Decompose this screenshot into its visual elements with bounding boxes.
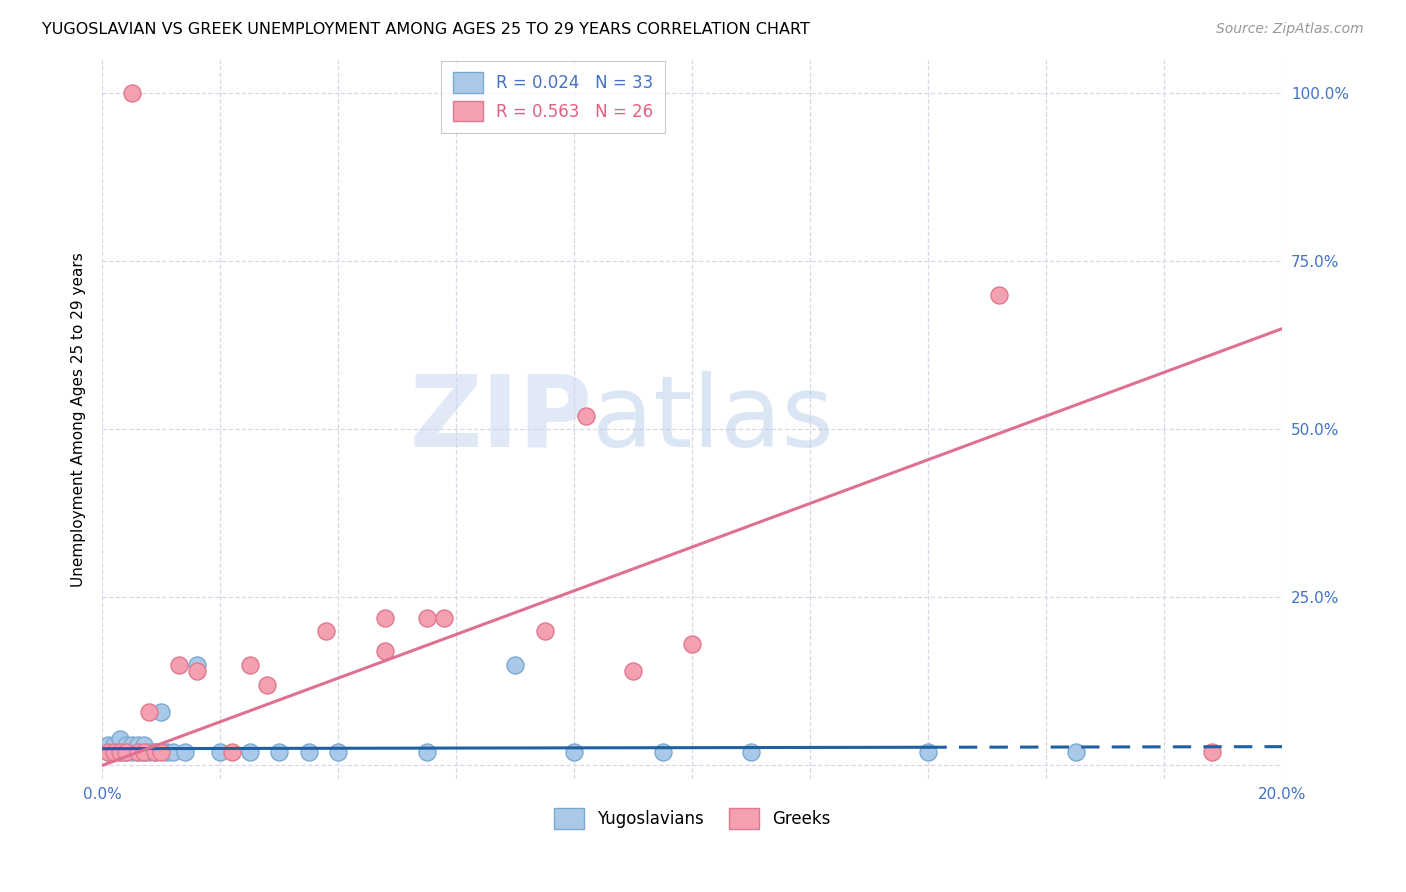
Point: [121, 86, 143, 100]
Y-axis label: Unemployment Among Ages 25 to 29 years: Unemployment Among Ages 25 to 29 years: [72, 252, 86, 587]
Point: [256, 678, 278, 692]
Point: [328, 745, 350, 759]
Point: [239, 657, 262, 672]
Point: [138, 705, 160, 719]
Point: [127, 745, 149, 759]
Point: [269, 745, 291, 759]
Point: [132, 745, 155, 759]
Point: [740, 745, 762, 759]
Point: [138, 745, 160, 759]
Point: [416, 610, 439, 624]
Point: [97, 745, 120, 759]
Point: [108, 745, 131, 759]
Point: [298, 745, 321, 759]
Point: [150, 705, 173, 719]
Point: [533, 624, 555, 638]
Point: [505, 657, 527, 672]
Point: [239, 745, 262, 759]
Point: [114, 745, 136, 759]
Point: [114, 745, 136, 759]
Point: [132, 745, 155, 759]
Text: ZIP: ZIP: [409, 371, 592, 467]
Point: [186, 657, 208, 672]
Point: [103, 745, 125, 759]
Legend: Yugoslavians, Greeks: Yugoslavians, Greeks: [547, 802, 838, 835]
Point: [988, 288, 1011, 302]
Point: [173, 745, 195, 759]
Point: [108, 745, 131, 759]
Point: [156, 745, 179, 759]
Point: [917, 745, 939, 759]
Point: [621, 665, 644, 679]
Text: atlas: atlas: [592, 371, 834, 467]
Point: [103, 739, 125, 753]
Point: [374, 644, 396, 658]
Point: [315, 624, 337, 638]
Point: [186, 665, 208, 679]
Point: [132, 739, 155, 753]
Point: [127, 745, 149, 759]
Point: [1064, 745, 1087, 759]
Point: [433, 610, 456, 624]
Point: [121, 745, 143, 759]
Point: [143, 745, 166, 759]
Point: [681, 637, 703, 651]
Point: [575, 409, 598, 423]
Point: [416, 745, 439, 759]
Text: Source: ZipAtlas.com: Source: ZipAtlas.com: [1216, 22, 1364, 37]
Point: [1201, 745, 1223, 759]
Point: [103, 745, 125, 759]
Point: [127, 739, 149, 753]
Point: [651, 745, 673, 759]
Point: [167, 657, 190, 672]
Point: [143, 745, 166, 759]
Text: YUGOSLAVIAN VS GREEK UNEMPLOYMENT AMONG AGES 25 TO 29 YEARS CORRELATION CHART: YUGOSLAVIAN VS GREEK UNEMPLOYMENT AMONG …: [42, 22, 810, 37]
Point: [150, 745, 173, 759]
Point: [121, 739, 143, 753]
Point: [108, 731, 131, 746]
Point: [97, 745, 120, 759]
Point: [114, 739, 136, 753]
Point: [209, 745, 232, 759]
Point: [97, 739, 120, 753]
Point: [374, 610, 396, 624]
Point: [562, 745, 585, 759]
Point: [221, 745, 243, 759]
Point: [162, 745, 184, 759]
